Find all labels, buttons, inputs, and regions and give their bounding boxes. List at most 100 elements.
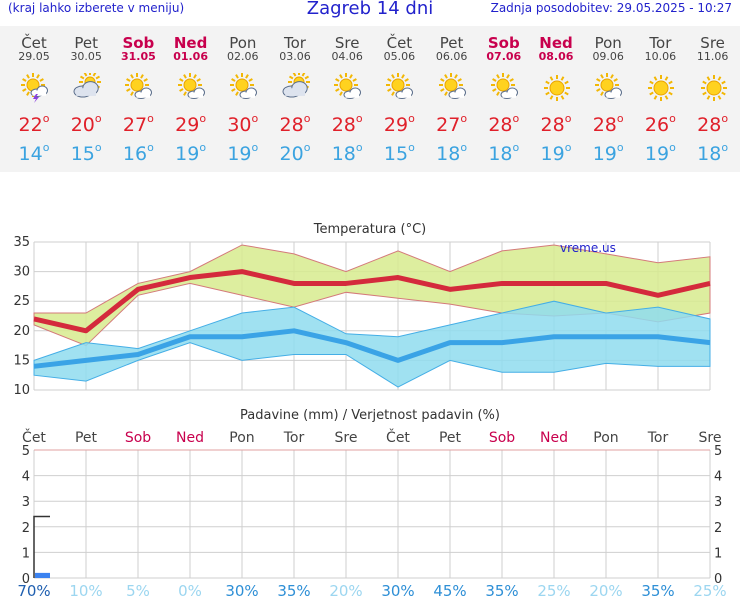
min-temperature-value: 18 (436, 143, 461, 165)
day-column: Čet 29.05 22o 14o (8, 26, 60, 172)
sun-cloud-icon (334, 73, 362, 99)
sun-ray (505, 74, 510, 79)
y-tick-label-right: 1 (714, 546, 722, 561)
min-temperature: 18o (436, 141, 468, 165)
min-temperature-value: 16 (122, 143, 148, 165)
precipitation-probability: 70% (17, 582, 50, 600)
max-temperature-value: 20 (70, 114, 95, 136)
sun-disc (444, 78, 458, 92)
precipitation-probability: 25% (537, 582, 570, 600)
day-name: Pon (229, 34, 257, 52)
sun-ray (509, 78, 514, 82)
precipitation-probability: 30% (381, 582, 414, 600)
sun-ray (234, 91, 239, 96)
max-temperature-range-band (33, 244, 711, 347)
sun-ray (439, 78, 445, 82)
precipitation-range-marker (33, 515, 50, 578)
max-temperature-value: 22 (18, 114, 43, 136)
day-date: 29.05 (18, 50, 50, 63)
day-column: Pon 02.06 30o 19o (217, 26, 269, 172)
cloud-part (285, 88, 305, 96)
precipitation-probability: 35% (485, 582, 518, 600)
sun-ray (26, 74, 30, 79)
max-temperature-value: 28 (540, 114, 565, 136)
sun-ray (126, 88, 131, 92)
precipitation-probability: 25% (693, 582, 726, 600)
day-axis-label: Tor (283, 430, 305, 446)
day-axis-label: Ned (540, 430, 568, 446)
max-temperature: 27o (436, 112, 468, 136)
sun-ray (140, 74, 145, 79)
min-temperature: 19o (227, 141, 259, 165)
day-axis-label: Pon (229, 430, 254, 446)
sun-ray (130, 74, 135, 79)
sun-ray (230, 78, 236, 82)
day-column: Sob 07.06 28o 18o (478, 26, 530, 172)
precipitation-probability: 0% (178, 582, 202, 600)
sun-ray (83, 73, 88, 77)
day-axis-label: Sob (489, 430, 515, 446)
sun-cloud-icon (229, 73, 257, 99)
min-temperature: 15o (383, 141, 415, 165)
day-axis-label: Pet (439, 430, 462, 446)
day-date: 08.06 (538, 50, 574, 63)
cloud-part (189, 92, 203, 98)
min-temperature-value: 18 (488, 143, 513, 165)
sun-ray (596, 88, 601, 92)
sun-ray (665, 76, 669, 81)
max-temperature-line (33, 269, 711, 334)
min-temperature: 18o (488, 141, 520, 165)
max-temperature-value: 26 (644, 114, 670, 136)
y-tick-label: 15 (13, 353, 30, 368)
max-temperature: 30o (227, 112, 259, 136)
min-temperature-value: 15 (383, 143, 409, 165)
sun-cloud-icon (595, 73, 623, 99)
min-temperature: 16o (122, 141, 154, 165)
precipitation-bar (35, 572, 50, 578)
cloud-part (136, 92, 151, 98)
y-tick-label: 35 (13, 235, 30, 250)
max-temperature: 28o (592, 112, 624, 136)
sun-ray (495, 91, 500, 96)
sun-ray (600, 74, 605, 79)
precipitation-probability: 20% (329, 582, 362, 600)
sun-ray (706, 76, 710, 81)
sun-ray (304, 75, 310, 80)
sun-ray (457, 78, 462, 82)
daily-forecast-strip: Čet 29.05 22o 14o Pet 30.05 20o 15o Sob 31.05 27o 1… (0, 26, 740, 172)
cloud-shape (343, 87, 362, 99)
day-name: Ned (173, 34, 208, 52)
max-temperature-value: 28 (279, 114, 304, 136)
sun-ray (665, 95, 669, 100)
sun-ray (339, 74, 344, 79)
max-temperature: 28o (540, 112, 572, 136)
day-axis-label: Sre (699, 430, 722, 446)
max-temperature-value: 28 (697, 114, 722, 136)
precipitation-probability: 30% (225, 582, 258, 600)
day-name: Sob (122, 34, 155, 52)
y-tick-label: 3 (22, 495, 30, 510)
sun-cloud-icon (490, 73, 518, 99)
sun-shape (544, 75, 570, 101)
day-axis-label: Sre (335, 430, 358, 446)
max-temperature: 29o (383, 112, 415, 136)
min-temperature-value: 19 (592, 143, 617, 165)
sun-disc (706, 80, 722, 96)
precipitation-chart-title: Padavine (mm) / Verjetnost padavin (%) (240, 408, 500, 423)
sun-ray (404, 78, 410, 82)
sun-icon (700, 75, 727, 101)
cloud-shape (500, 87, 518, 99)
y-tick-label: 5 (22, 444, 30, 459)
sun-disc (339, 78, 353, 92)
sun-disc (496, 78, 510, 92)
sun-ray (720, 91, 726, 96)
day-column: Čet 05.06 29o 15o (373, 26, 425, 172)
day-axis-label: Sob (125, 430, 151, 446)
day-axis-label: Tor (647, 430, 669, 446)
sun-ray (564, 80, 569, 85)
y-tick-label: 1 (22, 546, 30, 561)
day-name: Pon (594, 34, 622, 52)
sun-ray (443, 74, 448, 79)
day-column: Sre 11.06 28o 18o (687, 26, 739, 172)
max-temperature-value: 28 (488, 114, 513, 136)
